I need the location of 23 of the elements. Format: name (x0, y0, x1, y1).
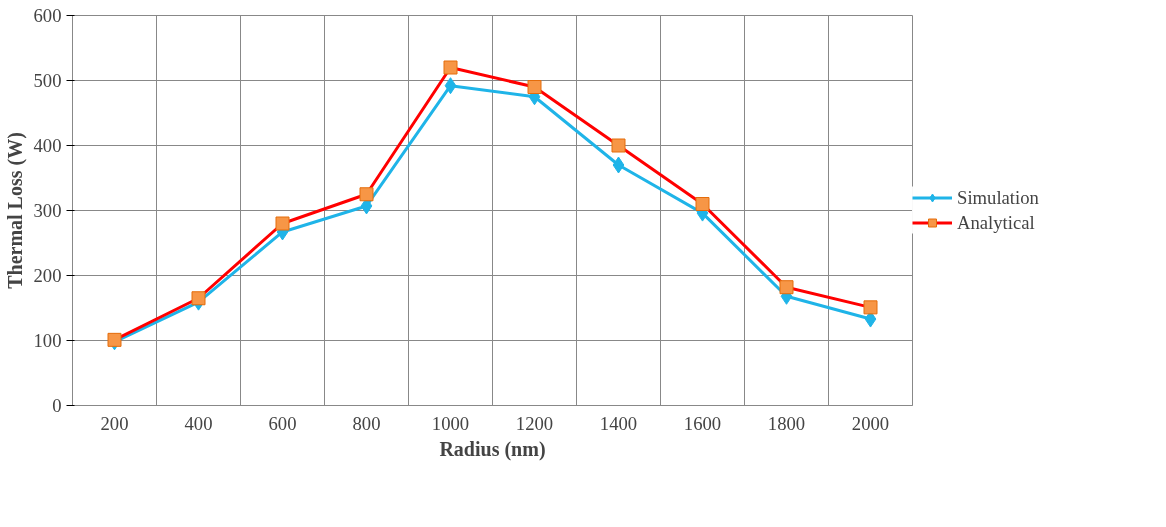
y-tick-label: 300 (33, 200, 62, 221)
y-tick-label: 100 (33, 330, 62, 351)
y-axis-title: Thermal Loss (W) (3, 132, 27, 289)
x-tick-label: 200 (100, 412, 129, 434)
x-tick-label: 1200 (515, 412, 554, 434)
x-axis-title: Radius (nm) (439, 437, 546, 461)
x-tick-label: 1400 (599, 412, 638, 434)
legend-label: Analytical (957, 211, 1035, 234)
point (612, 156, 625, 174)
y-tick-label: 0 (52, 395, 62, 416)
x-tick-label: 600 (268, 412, 297, 434)
point (444, 77, 457, 95)
y-tick-label: 500 (33, 70, 62, 91)
y-tick-label: 200 (33, 265, 62, 286)
x-tick-label: 400 (184, 412, 213, 434)
x-tick-label: 2000 (851, 412, 890, 434)
x-tick-label: 1800 (767, 412, 806, 434)
legend-label: Simulation (957, 186, 1039, 209)
x-tick-label: 1000 (431, 412, 470, 434)
y-tick-label: 600 (33, 5, 62, 26)
x-tick-label: 800 (352, 412, 381, 434)
x-tick-label: 1600 (683, 412, 722, 434)
y-tick-label: 400 (33, 135, 62, 156)
